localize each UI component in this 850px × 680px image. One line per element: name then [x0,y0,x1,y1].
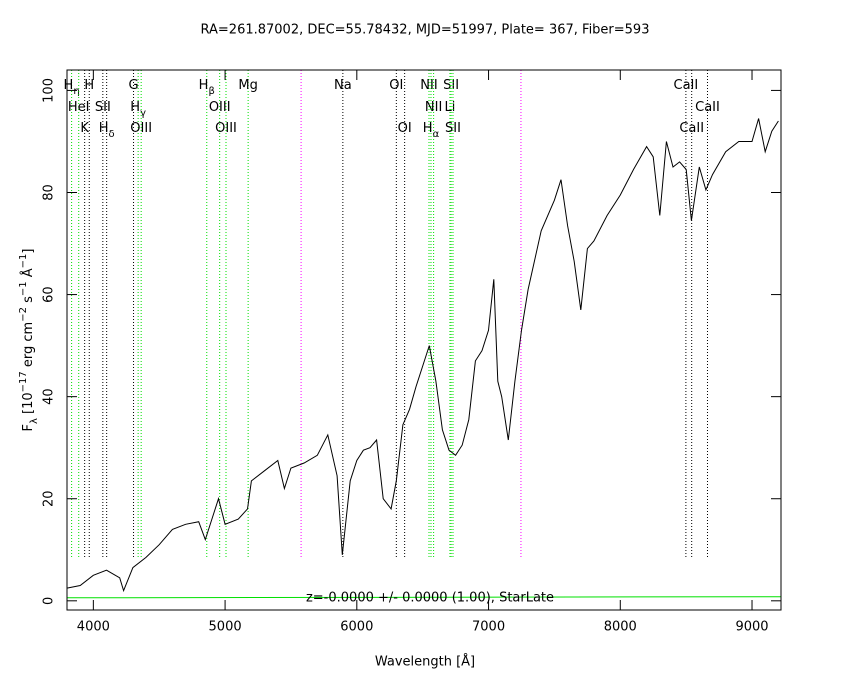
y-axis-label-part: [10 [21,392,36,418]
line-label: H [84,78,94,93]
x-tick-label: 6000 [340,620,373,635]
line-label-text: H [99,121,109,136]
line-label: K [80,121,89,136]
line-label: OIII [215,121,237,136]
y-axis-label-part: −1 [18,254,29,269]
line-label: Hη [64,78,80,97]
line-label-text: CaII [674,78,699,93]
line-label: SII [445,121,461,136]
x-tick-label: 9000 [735,620,768,635]
line-label: Mg [238,78,257,93]
chart-title: RA=261.87002, DEC=55.78432, MJD=51997, P… [201,23,650,38]
y-axis-label-part: erg cm [21,322,36,371]
line-label-text: G [128,78,138,93]
annotation: z=-0.0000 +/- 0.0000 (1.00), StarLate [306,591,554,606]
y-axis-label-part: ] [21,249,36,254]
line-label: CaII [695,100,720,115]
line-label: Hα [423,121,440,140]
line-label-text: SII [443,78,459,93]
line-label-text: NII [425,100,442,115]
line-label-text: H [423,121,433,136]
line-label: HeI [68,100,90,115]
line-label-sub: γ [140,108,146,119]
y-axis-label-part: F [21,424,36,431]
line-label: OIII [130,121,152,136]
line-label-text: OIII [209,100,231,115]
line-label: SII [443,78,459,93]
y-tick-label: 40 [42,388,57,405]
line-label: OIII [209,100,231,115]
line-label-sub: α [433,129,440,140]
y-tick-label: 0 [42,597,57,605]
line-label: SII [95,100,111,115]
line-label: OI [398,121,412,136]
line-label: NII [420,78,437,93]
line-label-text: H [64,78,74,93]
line-label-text: H [84,78,94,93]
line-label-text: OI [389,78,403,93]
line-label-text: HeI [68,100,90,115]
line-label: G [128,78,138,93]
line-label: Li [445,100,456,115]
line-label-sub: η [73,86,79,97]
y-tick-label: 60 [42,286,57,303]
y-axis-label-part: −2 [18,307,29,322]
x-tick-label: 8000 [604,620,637,635]
line-label-text: CaII [695,100,720,115]
line-label-text: SII [95,100,111,115]
y-axis-label: Fλ [10−17 erg cm−2 s−1 Å−1] [18,249,40,432]
line-label-text: Li [445,100,456,115]
line-label-sub: δ [108,129,114,140]
line-label-text: NII [420,78,437,93]
y-axis-label-part: λ [29,418,40,424]
x-tick-label: 7000 [472,620,505,635]
line-label-text: OIII [130,121,152,136]
y-tick-label: 80 [42,184,57,201]
line-label-text: SII [445,121,461,136]
line-label: Na [334,78,352,93]
y-tick-label: 20 [42,490,57,507]
line-label-text: H [199,78,209,93]
spectrum-line [66,596,782,599]
line-label-text: Mg [238,78,257,93]
y-axis-label-part: −17 [18,371,29,392]
line-label: Hγ [130,100,146,119]
line-label-sub: β [208,86,214,97]
line-label: NII [425,100,442,115]
y-axis-label-part: −1 [18,281,29,296]
line-label: CaII [679,121,704,136]
plot-frame [66,69,782,611]
line-label-text: OI [398,121,412,136]
line-label: CaII [674,78,699,93]
y-axis-label-part: Å [20,268,36,281]
line-label: Hδ [99,121,115,140]
y-axis-label-part: s [21,296,36,307]
line-label-text: OIII [215,121,237,136]
x-axis-label: Wavelength [Å] [375,654,475,670]
line-label-text: K [80,121,89,136]
spectrum-line [66,118,779,593]
y-tick-label: 100 [42,78,57,103]
x-tick-label: 4000 [77,620,110,635]
x-tick-label: 5000 [209,620,242,635]
line-label-text: CaII [679,121,704,136]
line-label-text: Na [334,78,352,93]
line-label: Hβ [199,78,215,97]
line-label: OI [389,78,403,93]
line-label-text: H [130,100,140,115]
